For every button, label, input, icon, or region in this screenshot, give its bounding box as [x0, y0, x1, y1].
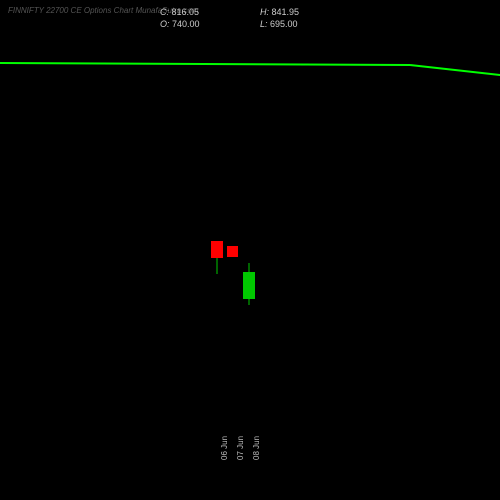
x-axis-label: 07 Jun — [236, 436, 245, 460]
indicator-segment — [410, 64, 500, 76]
candle-body — [227, 246, 238, 257]
low-value: 695.00 — [270, 18, 298, 30]
candle-body — [211, 241, 223, 258]
candle — [243, 0, 255, 500]
close-label: C: — [160, 6, 169, 18]
open-value: 740.00 — [172, 18, 200, 30]
high-value: 841.95 — [272, 6, 300, 18]
x-axis-label: 06 Jun — [220, 436, 229, 460]
candle-body — [243, 272, 255, 299]
ohlc-readout: C: 816.05 O: 740.00 — [160, 6, 200, 30]
close-value: 816.05 — [172, 6, 200, 18]
low-label: L: — [260, 18, 268, 30]
x-axis-label: 08 Jun — [252, 436, 261, 460]
candle — [227, 0, 238, 500]
indicator-segment — [0, 62, 410, 66]
high-label: H: — [260, 6, 269, 18]
candlestick-chart: FINNIFTY 22700 CE Options Chart MunafaSu… — [0, 0, 500, 500]
candle — [211, 0, 223, 500]
open-label: O: — [160, 18, 170, 30]
ohlc-readout-hl: H: 841.95 L: 695.00 — [260, 6, 299, 30]
